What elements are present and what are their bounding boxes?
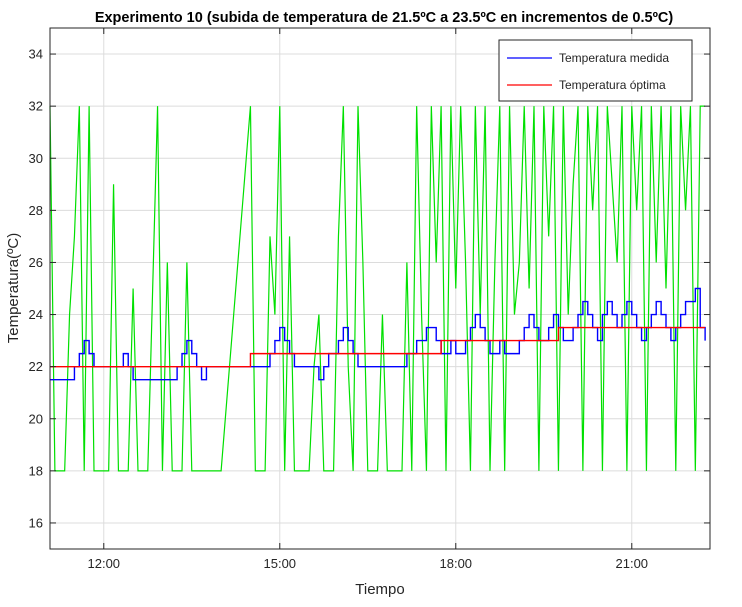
plot-frame: [49, 27, 711, 550]
y-tick-label: 18: [29, 463, 43, 478]
legend-label-measured: Temperatura medida: [559, 51, 669, 65]
x-tick-label: 21:00: [616, 556, 649, 571]
y-tick-label: 28: [29, 203, 43, 218]
ticks: 16 18 20 22 24 26 28 30 32 34 12:00 15:00 18:00 21:00: [29, 28, 710, 571]
y-tick-label: 34: [29, 47, 43, 62]
y-axis-label: Temperatura(ºC): [5, 233, 22, 344]
plot-area: 16 18 20 22 24 26 28 30 32 34 12:00 15:00 18:00 21:00: [29, 27, 711, 571]
y-tick-label: 22: [29, 359, 43, 374]
x-tick-label: 12:00: [88, 556, 121, 571]
green-control-signal-line: [49, 105, 706, 472]
y-tick-label: 20: [29, 411, 43, 426]
y-tick-label: 30: [29, 151, 43, 166]
y-tick-label: 24: [29, 307, 43, 322]
legend: Temperatura medida Temperatura óptima: [498, 39, 693, 102]
optimal-temperature-line: [50, 326, 706, 368]
legend-label-optimal: Temperatura óptima: [559, 78, 666, 92]
y-tick-label: 32: [29, 99, 43, 114]
x-tick-label: 18:00: [440, 556, 473, 571]
series-layer: [49, 105, 706, 472]
y-tick-label: 16: [29, 515, 43, 530]
y-tick-label: 26: [29, 255, 43, 270]
x-axis-label: Tiempo: [355, 581, 404, 598]
legend-box: [498, 39, 693, 102]
x-tick-label: 15:00: [264, 556, 297, 571]
chart-title: Experimento 10 (subida de temperatura de…: [95, 10, 674, 26]
